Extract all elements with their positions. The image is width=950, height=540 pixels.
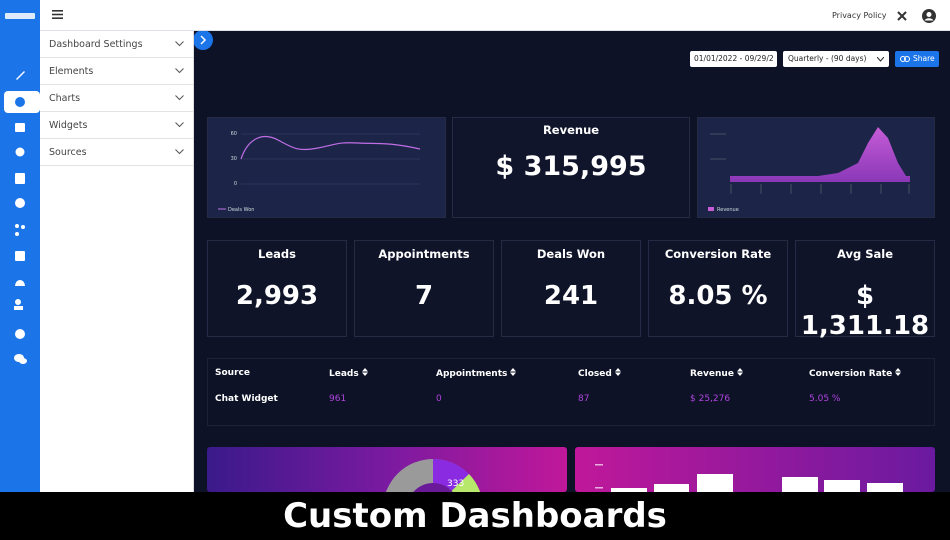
icon-branch[interactable] [15, 224, 19, 228]
icon-contact[interactable] [15, 173, 25, 184]
icon-support[interactable] [15, 329, 25, 339]
header-label: Closed [578, 369, 612, 379]
icon-sidebar [0, 31, 40, 492]
kpi-title: Appointments [378, 247, 470, 261]
header-label: Appointments [436, 369, 508, 379]
caption-banner: Custom Dashboards [0, 492, 950, 540]
source-table: Source Leads Appointments Closed Revenue Conv… [207, 358, 935, 426]
column-header[interactable]: Leads [329, 368, 368, 379]
table-cell: 87 [578, 394, 590, 404]
column-header[interactable]: Conversion Rate [809, 368, 902, 379]
icon-user-add[interactable] [15, 299, 21, 305]
expand-button[interactable] [194, 31, 214, 51]
column-header[interactable]: Appointments [436, 368, 517, 379]
menu-label: Elements [49, 66, 94, 77]
line-chart-widget: 60 30 0 Deals Won [207, 117, 446, 218]
y-tick-label: 60 [231, 131, 237, 137]
kpi-title: Avg Sale [836, 247, 893, 261]
period-text: Quarterly - (90 days) [788, 54, 867, 63]
menu-label: Dashboard Settings [49, 39, 143, 50]
table-cell: 0 [436, 394, 442, 404]
bar-chart [595, 464, 903, 492]
share-label: Share [913, 54, 935, 63]
revenue-widget: Revenue $ 315,995 [452, 117, 690, 218]
kpi-value: 7 [414, 281, 434, 311]
menu-item[interactable]: Dashboard Settings [40, 31, 193, 58]
logo[interactable] [0, 0, 40, 31]
kpi-title: Conversion Rate [664, 247, 772, 261]
sidebar-icons [4, 71, 40, 364]
kpi-value: 2,993 [235, 281, 319, 311]
fullscreen-button[interactable] [897, 11, 907, 21]
donut-widget: 333 [207, 447, 567, 492]
column-header[interactable]: Revenue [690, 368, 743, 379]
table-cell: 5.05 % [809, 394, 841, 404]
line-chart: 60 30 0 Deals Won [218, 131, 421, 213]
menu-toggle[interactable] [52, 10, 63, 19]
header-label: Conversion Rate [809, 369, 893, 379]
table-cell: $ 25,276 [690, 394, 731, 404]
table-cell: 961 [329, 394, 347, 404]
header-label: Leads [329, 369, 359, 379]
y-tick-label: 30 [231, 156, 237, 162]
area-chart: Revenue [708, 127, 910, 213]
menu-item[interactable]: Widgets [40, 112, 193, 139]
widget-value: $ 315,995 [495, 151, 647, 182]
date-range-input[interactable]: 01/01/2022 - 09/29/2 [690, 51, 777, 67]
donut-label: 333 [447, 479, 464, 489]
share-button[interactable]: Share [895, 51, 939, 67]
icon-bell[interactable] [15, 280, 25, 286]
top-bar: Privacy Policy [0, 0, 950, 31]
period-select[interactable]: Quarterly - (90 days) [783, 51, 889, 67]
user-avatar[interactable] [922, 9, 936, 23]
kpi-value: 8.05 % [668, 281, 768, 311]
kpi-value: $ 1,311.18 [800, 281, 930, 341]
icon-edit[interactable] [15, 251, 25, 261]
icon-copy[interactable] [15, 123, 25, 132]
kpi-card: Leads 2,993 [207, 240, 347, 337]
donut-chart: 333 [385, 458, 481, 492]
menu-label: Widgets [49, 120, 88, 131]
kpi-value: 241 [543, 281, 599, 311]
area-chart-widget: Revenue [697, 117, 935, 218]
header-label: Revenue [690, 369, 734, 379]
legend-label: Revenue [717, 207, 739, 213]
widget-title: Revenue [542, 123, 600, 137]
bar-chart-widget [575, 447, 935, 492]
icon-pin[interactable] [15, 147, 25, 157]
column-header[interactable]: Closed [578, 368, 621, 379]
menu-item[interactable]: Elements [40, 58, 193, 85]
table-cell: Chat Widget [215, 394, 278, 404]
menu-item[interactable]: Charts [40, 85, 193, 112]
privacy-link[interactable]: Privacy Policy [832, 11, 887, 20]
menu-label: Charts [49, 93, 81, 104]
kpi-title: Deals Won [536, 247, 606, 261]
icon-clock[interactable] [15, 198, 25, 208]
kpi-card: Appointments 7 [354, 240, 494, 337]
column-header: Source [215, 368, 250, 378]
settings-menu: Dashboard Settings Elements Charts Widgets S… [40, 31, 194, 492]
kpi-card: Avg Sale $ 1,311.18 [795, 240, 935, 341]
kpi-card: Conversion Rate 8.05 % [648, 240, 788, 337]
kpi-title: Leads [258, 247, 296, 261]
menu-label: Sources [49, 147, 87, 158]
header-label: Source [215, 368, 250, 378]
y-tick-label: 0 [234, 181, 237, 187]
legend-label: Deals Won [228, 207, 254, 213]
menu-item[interactable]: Sources [40, 139, 193, 166]
kpi-card: Deals Won 241 [501, 240, 641, 337]
icon-rocket[interactable] [16, 71, 25, 80]
